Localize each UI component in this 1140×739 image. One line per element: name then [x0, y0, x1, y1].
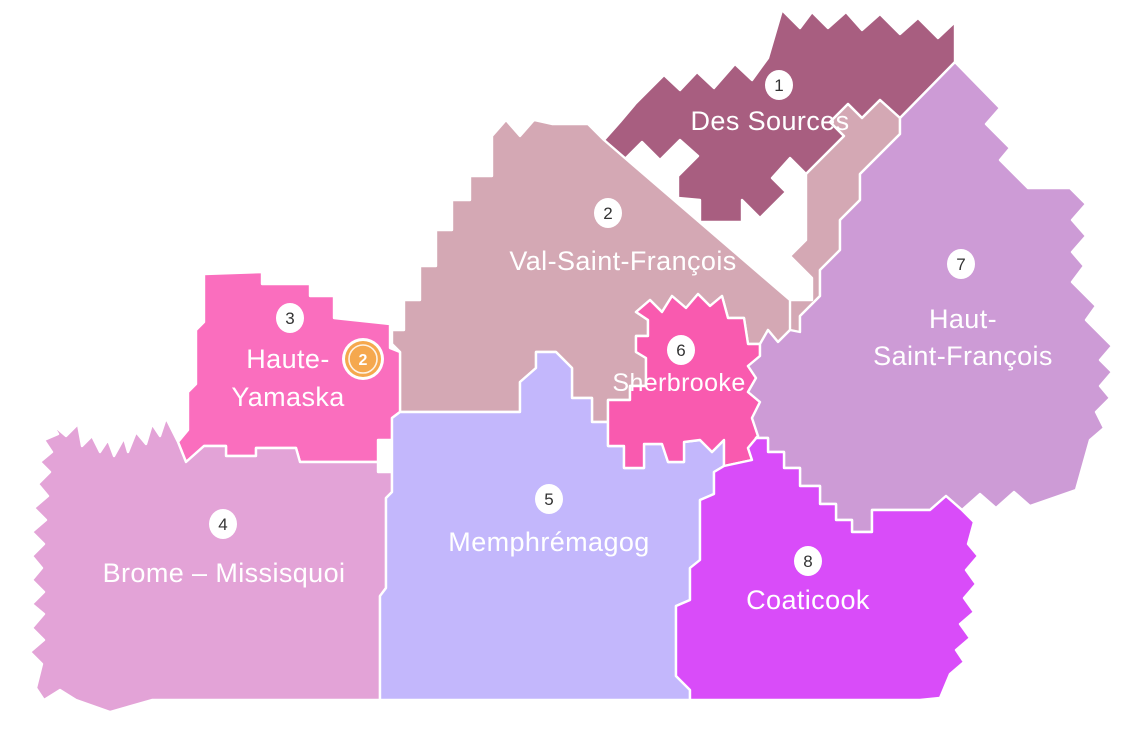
badge-circle-6 — [667, 335, 695, 365]
map-marker-2[interactable]: 2 — [342, 338, 384, 380]
region-coaticook[interactable] — [674, 434, 980, 702]
badge-circle-4 — [209, 509, 237, 539]
region-sherbrooke[interactable] — [606, 292, 762, 470]
badge-circle-5 — [535, 484, 563, 514]
marker-fill-circle[interactable] — [345, 341, 381, 377]
badge-circle-3 — [276, 303, 304, 333]
badge-circle-7 — [947, 249, 975, 279]
badge-circle-2 — [594, 198, 622, 228]
region-brome-missisquoi[interactable] — [28, 416, 394, 714]
badge-circle-8 — [794, 546, 822, 576]
badge-circle-1 — [765, 70, 793, 100]
marker-inner-ring — [348, 344, 378, 374]
